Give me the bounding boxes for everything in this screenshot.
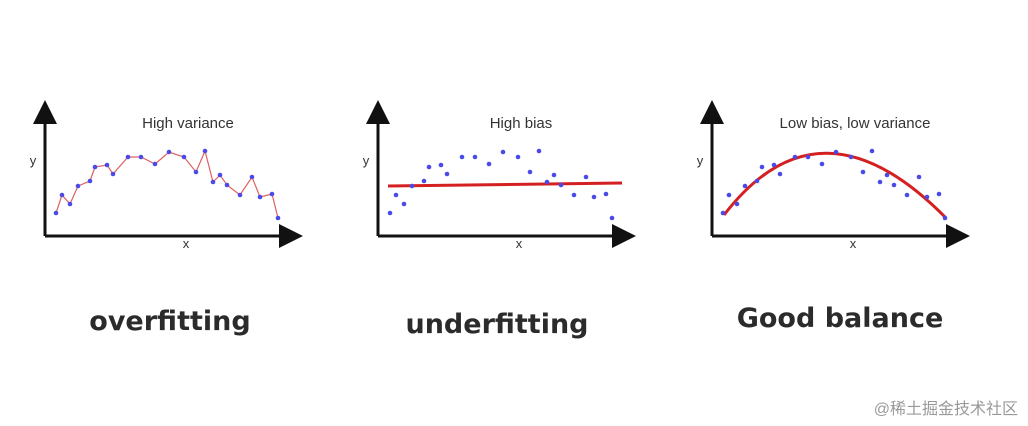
data-point	[869, 148, 875, 154]
data-point	[75, 183, 81, 189]
data-point	[59, 192, 65, 198]
data-point	[860, 169, 866, 175]
data-point	[891, 182, 897, 188]
data-point	[193, 169, 199, 175]
data-point	[210, 179, 216, 185]
data-point	[819, 161, 825, 167]
data-point	[558, 182, 564, 188]
data-point	[777, 171, 783, 177]
x-label: x	[183, 236, 190, 251]
data-point	[536, 148, 542, 154]
data-point	[166, 149, 172, 155]
data-point	[472, 154, 478, 160]
data-point	[734, 201, 740, 207]
data-point	[224, 182, 230, 188]
data-point	[138, 154, 144, 160]
data-point	[571, 192, 577, 198]
panels: High variance y x overfitting High bias y x und…	[30, 100, 970, 340]
data-point	[53, 210, 59, 216]
data-point	[884, 172, 890, 178]
data-point	[438, 162, 444, 168]
data-point	[237, 192, 243, 198]
panel: High variance y x overfitting	[30, 100, 303, 337]
data-point	[877, 179, 883, 185]
data-point	[759, 164, 765, 170]
data-point	[202, 148, 208, 154]
data-point	[527, 169, 533, 175]
data-point	[275, 215, 281, 221]
panel-title: High bias	[490, 115, 553, 132]
y-label: y	[697, 153, 704, 168]
y-label: y	[30, 153, 37, 168]
data-point	[726, 192, 732, 198]
panel: High bias y x underfitting	[363, 100, 636, 340]
data-point	[393, 192, 399, 198]
y-label: y	[363, 153, 370, 168]
data-point	[387, 210, 393, 216]
data-point	[916, 174, 922, 180]
data-point	[444, 171, 450, 177]
data-point	[125, 154, 131, 160]
data-point	[515, 154, 521, 160]
data-point	[426, 164, 432, 170]
data-point	[104, 162, 110, 168]
data-point	[257, 194, 263, 200]
data-point	[544, 179, 550, 185]
data-point	[583, 174, 589, 180]
data-point	[152, 161, 158, 167]
data-point	[459, 154, 465, 160]
watermark: @稀土掘金技术社区	[874, 400, 1018, 418]
data-point	[249, 174, 255, 180]
data-point	[936, 191, 942, 197]
data-point	[92, 164, 98, 170]
x-label: x	[516, 236, 523, 251]
data-point	[500, 149, 506, 155]
data-point	[181, 154, 187, 160]
data-point	[421, 178, 427, 184]
data-point	[754, 178, 760, 184]
data-point	[942, 215, 948, 221]
data-point	[486, 161, 492, 167]
data-point	[551, 172, 557, 178]
data-point	[591, 194, 597, 200]
data-point	[87, 178, 93, 184]
data-point	[217, 172, 223, 178]
caption: overfitting	[89, 306, 250, 337]
data-point	[401, 201, 407, 207]
fit-curve	[722, 151, 948, 220]
data-point	[720, 210, 726, 216]
data-point	[904, 192, 910, 198]
data-point	[792, 154, 798, 160]
data-point	[742, 183, 748, 189]
data-point	[833, 149, 839, 155]
caption: Good balance	[737, 303, 944, 334]
panel-title: Low bias, low variance	[780, 115, 931, 132]
data-point	[609, 215, 615, 221]
data-point	[771, 162, 777, 168]
caption: underfitting	[405, 309, 588, 340]
data-point	[409, 183, 415, 189]
data-point	[603, 191, 609, 197]
panel-title: High variance	[142, 115, 234, 132]
data-point	[848, 154, 854, 160]
data-point	[269, 191, 275, 197]
data-point	[924, 194, 930, 200]
fit-line	[387, 181, 623, 188]
x-label: x	[850, 236, 857, 251]
data-point	[110, 171, 116, 177]
data-point	[805, 154, 811, 160]
panel: Low bias, low variance y x Good balance	[697, 100, 970, 334]
data-point	[67, 201, 73, 207]
